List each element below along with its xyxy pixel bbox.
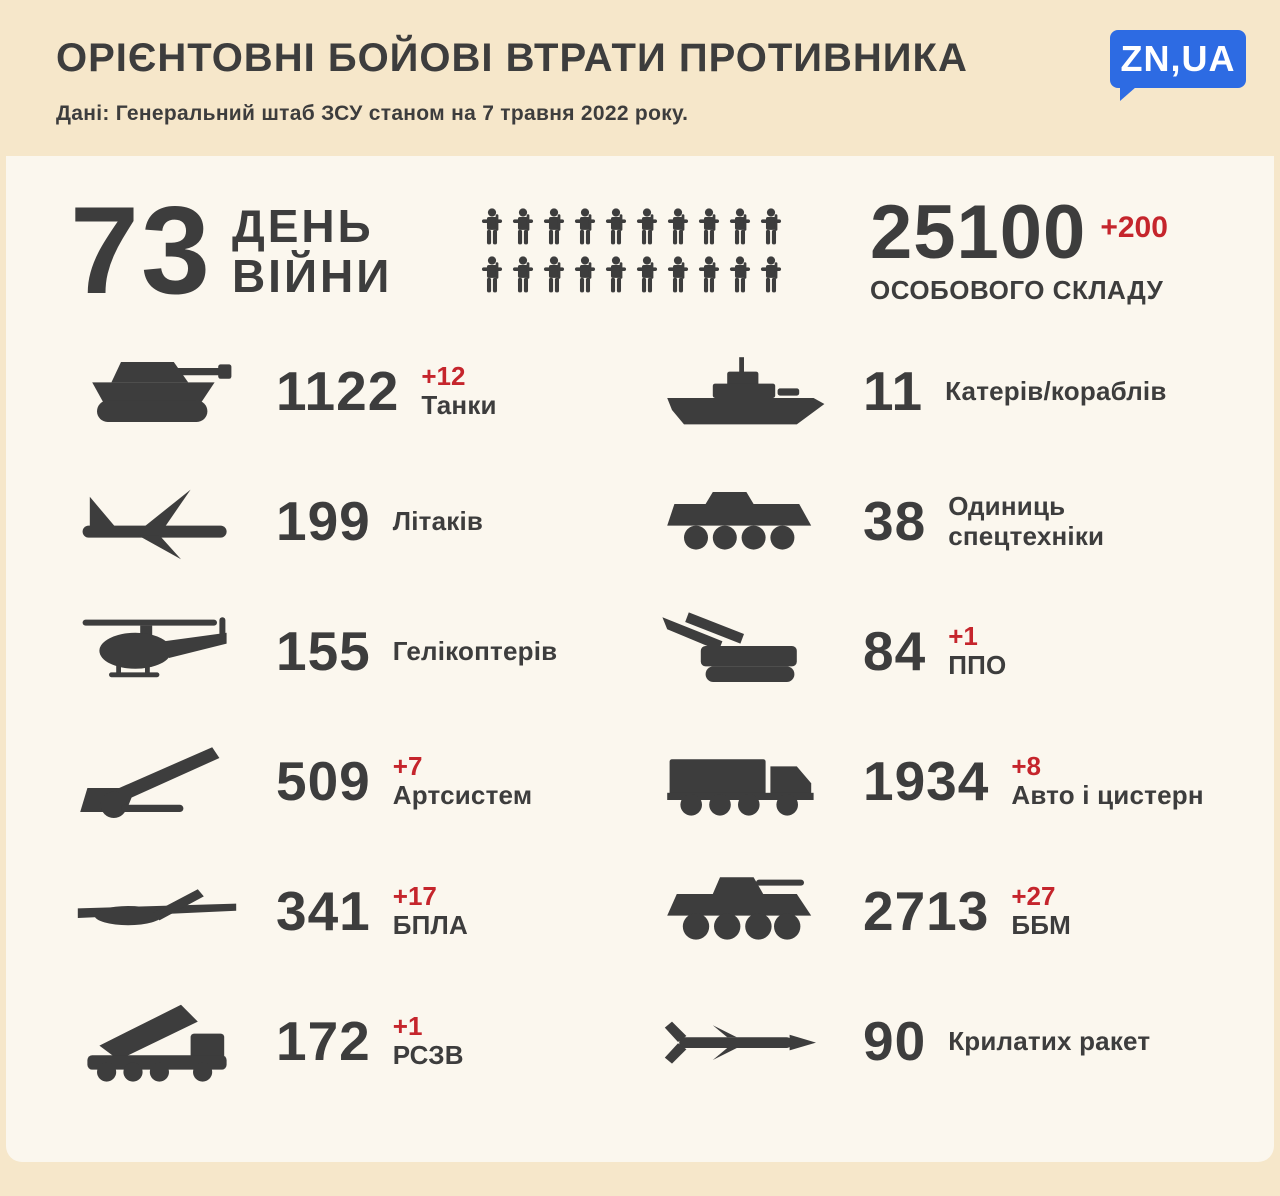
war-day-label-line1: ДЕНЬ bbox=[231, 200, 374, 253]
footer-strip bbox=[0, 1162, 1280, 1196]
loss-delta: +12 bbox=[421, 361, 466, 392]
personnel-pictogram bbox=[480, 207, 783, 297]
war-day-block: 73 ДЕНЬ ВІЙНИ bbox=[70, 182, 393, 320]
loss-value: 341 bbox=[276, 880, 371, 943]
personnel-losses-block: 25100 +200 ОСОБОВОГО СКЛАДУ bbox=[869, 190, 1210, 306]
soldier-icon bbox=[728, 207, 752, 249]
loss-item-armored-vehicles: 2713 +27 ББМ bbox=[649, 870, 1218, 954]
loss-item-planes: 199 Літаків bbox=[62, 480, 631, 564]
personnel-label: ОСОБОВОГО СКЛАДУ bbox=[869, 275, 1164, 306]
loss-delta: +8 bbox=[1011, 751, 1042, 782]
loss-value: 84 bbox=[863, 620, 927, 683]
loss-item-special-equipment: 38 Одиниць спецтехніки bbox=[649, 480, 1218, 564]
soldier-icon bbox=[604, 255, 628, 297]
soldier-icon bbox=[697, 255, 721, 297]
loss-value: 11 bbox=[863, 360, 924, 423]
znua-logo: ZN,UA bbox=[1110, 30, 1246, 101]
soldier-icon bbox=[511, 255, 535, 297]
apc-icon bbox=[649, 870, 839, 954]
ship-icon bbox=[649, 350, 839, 434]
soldier-icon bbox=[635, 207, 659, 249]
losses-grid: 1122 +12 Танки 11 Катерів/кораблів bbox=[62, 350, 1218, 1084]
page-title: ОРІЄНТОВНІ БОЙОВІ ВТРАТИ ПРОТИВНИКА bbox=[56, 36, 1224, 80]
loss-value: 1934 bbox=[863, 750, 990, 813]
uav-icon bbox=[62, 870, 252, 954]
cruise-missile-icon bbox=[649, 1000, 839, 1084]
main-panel: 73 ДЕНЬ ВІЙНИ bbox=[6, 156, 1274, 1162]
soldier-icon bbox=[480, 207, 504, 249]
loss-item-mlrs: 172 +1 РСЗВ bbox=[62, 1000, 631, 1084]
soldier-icon bbox=[573, 255, 597, 297]
loss-item-cruise-missiles: 90 Крилатих ракет bbox=[649, 1000, 1218, 1084]
air-defense-icon bbox=[649, 610, 839, 694]
loss-item-artillery: 509 +7 Артсистем bbox=[62, 740, 631, 824]
loss-delta: +27 bbox=[1011, 881, 1056, 912]
loss-delta: +1 bbox=[392, 1011, 423, 1042]
soldier-icon bbox=[542, 255, 566, 297]
special-equipment-icon bbox=[649, 480, 839, 564]
personnel-delta: +200 bbox=[1100, 211, 1168, 245]
title-part-bold: БОЙОВІ ВТРАТИ bbox=[327, 36, 667, 80]
war-day-label: ДЕНЬ ВІЙНИ bbox=[231, 200, 393, 302]
loss-item-ships: 11 Катерів/кораблів bbox=[649, 350, 1218, 434]
soldier-row bbox=[480, 207, 783, 249]
header: ОРІЄНТОВНІ БОЙОВІ ВТРАТИ ПРОТИВНИКА Дані… bbox=[0, 0, 1280, 156]
soldier-icon bbox=[542, 207, 566, 249]
soldier-icon bbox=[604, 207, 628, 249]
mlrs-icon bbox=[62, 1000, 252, 1084]
loss-delta: +17 bbox=[392, 881, 437, 912]
loss-value: 172 bbox=[276, 1010, 371, 1073]
loss-item-tanks: 1122 +12 Танки bbox=[62, 350, 631, 434]
soldier-icon bbox=[759, 255, 783, 297]
loss-item-helicopters: 155 Гелікоптерів bbox=[62, 610, 631, 694]
loss-value: 2713 bbox=[863, 880, 990, 943]
soldier-icon bbox=[759, 207, 783, 249]
loss-value: 38 bbox=[863, 490, 927, 553]
soldier-icon bbox=[511, 207, 535, 249]
loss-value: 509 bbox=[276, 750, 371, 813]
soldier-icon bbox=[666, 207, 690, 249]
loss-value: 90 bbox=[863, 1010, 927, 1073]
war-day-number: 73 bbox=[70, 182, 212, 320]
loss-label: Одиниць спецтехніки bbox=[948, 490, 1105, 551]
soldier-row bbox=[480, 255, 783, 297]
title-part-normal-2: ПРОТИВНИКА bbox=[666, 36, 968, 80]
loss-item-air-defense: 84 +1 ППО bbox=[649, 610, 1218, 694]
soldier-icon bbox=[728, 255, 752, 297]
loss-label: ББМ bbox=[1011, 909, 1071, 940]
loss-value: 199 bbox=[276, 490, 371, 553]
truck-icon bbox=[649, 740, 839, 824]
loss-delta: +1 bbox=[948, 621, 978, 652]
artillery-icon bbox=[62, 740, 252, 824]
loss-value: 155 bbox=[276, 620, 371, 683]
soldier-icon bbox=[635, 255, 659, 297]
loss-label: Крилатих ракет bbox=[948, 1025, 1151, 1056]
loss-label: Авто і цистерн bbox=[1011, 779, 1204, 810]
loss-label: Артсистем bbox=[392, 779, 533, 810]
data-source-note: Дані: Генеральний штаб ЗСУ станом на 7 т… bbox=[56, 102, 689, 125]
plane-icon bbox=[62, 480, 252, 564]
loss-label: Літаків bbox=[392, 505, 484, 536]
loss-label: ППО bbox=[948, 649, 1007, 680]
soldier-icon bbox=[573, 207, 597, 249]
summary-row: 73 ДЕНЬ ВІЙНИ bbox=[62, 182, 1218, 320]
personnel-count: 25100 bbox=[869, 190, 1087, 276]
loss-item-uav: 341 +17 БПЛА bbox=[62, 870, 631, 954]
loss-value: 1122 bbox=[276, 360, 400, 423]
soldier-icon bbox=[480, 255, 504, 297]
loss-item-vehicles: 1934 +8 Авто і цистерн bbox=[649, 740, 1218, 824]
war-day-label-line2: ВІЙНИ bbox=[231, 249, 393, 302]
title-part-normal-1: ОРІЄНТОВНІ bbox=[56, 36, 328, 80]
soldier-icon bbox=[666, 255, 690, 297]
loss-label: Танки bbox=[421, 389, 497, 420]
loss-label: Катерів/кораблів bbox=[945, 375, 1167, 406]
loss-label: Гелікоптерів bbox=[392, 635, 558, 666]
helicopter-icon bbox=[62, 610, 252, 694]
soldier-icon bbox=[697, 207, 721, 249]
loss-label: РСЗВ bbox=[392, 1039, 464, 1070]
tank-icon bbox=[62, 350, 252, 434]
loss-label: БПЛА bbox=[392, 909, 468, 940]
loss-delta: +7 bbox=[392, 751, 423, 782]
